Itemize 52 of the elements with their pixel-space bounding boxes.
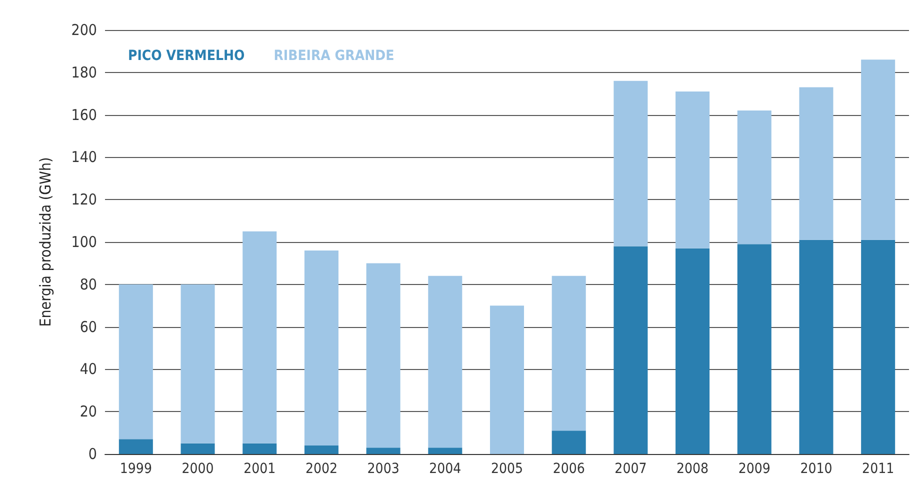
bar <box>799 240 834 454</box>
bar <box>552 430 586 454</box>
bar <box>304 446 338 454</box>
text: RIBEIRA GRANDE <box>274 48 394 64</box>
bar <box>242 231 277 444</box>
bar <box>552 276 586 431</box>
y-tick-label: 20 <box>80 402 97 421</box>
text: PICO VERMELHO <box>128 48 246 64</box>
x-tick-label: 2004 <box>429 461 462 477</box>
x-tick-label: 2010 <box>800 461 832 477</box>
bar <box>614 80 648 246</box>
bar <box>428 276 462 448</box>
bar <box>676 91 710 248</box>
bar <box>366 448 400 454</box>
y-tick-label: 200 <box>71 21 97 39</box>
bar <box>118 284 153 440</box>
y-tick-label: 0 <box>88 445 97 463</box>
bar <box>614 246 648 454</box>
bar <box>118 439 153 454</box>
bar <box>242 443 277 454</box>
x-tick-label: 2011 <box>862 461 894 477</box>
bar <box>676 248 710 454</box>
x-tick-label: 2006 <box>552 461 585 477</box>
bar <box>799 87 834 240</box>
bar <box>366 263 400 448</box>
x-tick-label: 2003 <box>367 461 400 477</box>
y-tick-label: 60 <box>80 318 97 336</box>
bar <box>861 60 896 240</box>
x-tick-label: 1999 <box>120 461 152 477</box>
y-tick-label: 160 <box>71 106 97 124</box>
x-tick-label: 2001 <box>244 461 276 477</box>
x-tick-label: 2008 <box>676 461 709 477</box>
y-tick-label: 80 <box>80 275 97 294</box>
bar <box>180 284 215 444</box>
bar <box>428 448 462 454</box>
x-tick-label: 2002 <box>305 461 338 477</box>
bar <box>490 306 524 454</box>
y-tick-label: 100 <box>71 233 97 251</box>
x-tick-label: 2009 <box>738 461 770 477</box>
bar <box>180 443 215 454</box>
bar <box>861 240 896 454</box>
x-tick-label: 2005 <box>490 461 524 477</box>
y-axis-title: Energia produzida (GWh) <box>36 157 54 327</box>
x-tick-label: 2007 <box>614 461 647 477</box>
y-tick-label: 140 <box>71 148 97 166</box>
y-tick-label: 120 <box>71 190 97 209</box>
bar <box>737 110 772 244</box>
y-tick-label: 40 <box>80 360 97 378</box>
y-tick-label: 180 <box>71 63 97 82</box>
bar <box>304 250 338 446</box>
bar <box>737 244 772 454</box>
x-tick-label: 2000 <box>182 461 214 477</box>
